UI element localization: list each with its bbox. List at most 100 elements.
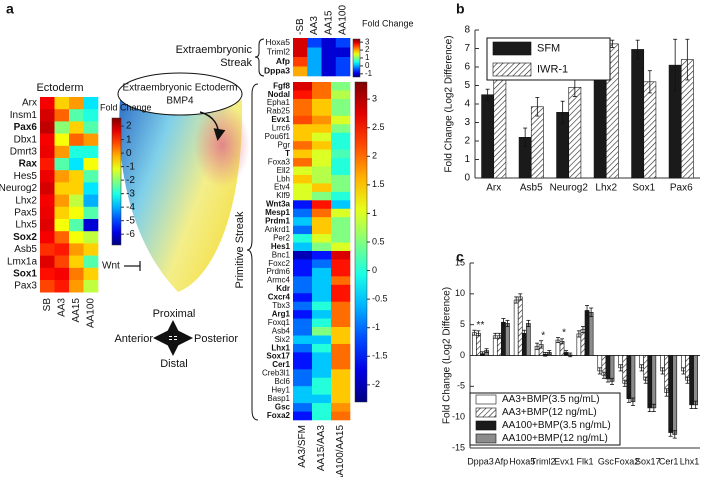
heatmap-cell: [312, 132, 332, 142]
colorbar-tick-label: -6: [126, 229, 135, 240]
row-label: Ell2: [277, 166, 291, 175]
row-label: Pgr: [278, 140, 291, 149]
heatmap-cell: [69, 158, 84, 171]
heatmap-cell: [69, 267, 84, 281]
bar: [643, 81, 657, 179]
x-tick-label: Lhx2: [595, 183, 617, 194]
x-tick-label: Cer1: [659, 456, 679, 466]
heatmap-cell: [312, 208, 332, 218]
brace: [246, 83, 259, 421]
row-label: Klf9: [276, 191, 290, 200]
heatmap-cell: [312, 158, 332, 167]
row-label: Creb3l1: [262, 369, 291, 378]
heatmap-cell: [312, 242, 332, 252]
heatmap-cell: [69, 255, 84, 269]
heatmap-cell: [331, 369, 351, 379]
legend-label: IWR-1: [537, 63, 568, 75]
row-label: Basp1: [267, 394, 290, 403]
heatmap-cell: [331, 217, 351, 226]
heatmap-cell: [312, 166, 332, 176]
heatmap-cell: [312, 394, 332, 404]
legend-swatch: [475, 394, 497, 405]
heatmap-cell: [293, 411, 313, 421]
annotation: **: [477, 320, 485, 331]
heatmap-cell: [293, 47, 308, 58]
signal-arrow: [199, 111, 226, 141]
heatmap-cell: [331, 403, 351, 412]
compass-label: Distal: [160, 358, 188, 370]
colorbar-tick-label: -3: [126, 188, 135, 199]
heatmap-cell: [331, 318, 351, 328]
heatmap-cell: [40, 97, 55, 110]
heatmap-cell: [331, 115, 351, 125]
chart-title: Primitive Streak: [234, 211, 246, 289]
heatmap-cell: [331, 200, 351, 210]
heatmap-cell: [69, 194, 84, 208]
row-label: Mesp1: [265, 208, 290, 217]
heatmap-cell: [293, 38, 308, 48]
heatmap-cell: [331, 327, 351, 336]
heatmap-cell: [335, 38, 351, 48]
heatmap-cell: [312, 343, 332, 353]
row-label: Lmx1a: [7, 256, 37, 267]
heatmap-cell: [331, 234, 351, 243]
row-label: Kdr: [276, 284, 290, 293]
heatmap-cell: [83, 170, 99, 183]
row-label: Triml2: [267, 47, 291, 57]
row-label: Per2: [273, 233, 290, 242]
y-axis-label: Fold Change (Log2 Difference): [444, 35, 455, 172]
heatmap-cell: [331, 124, 351, 133]
colorbar-tick-label: 2: [365, 45, 370, 54]
bar: [672, 355, 678, 435]
heatmap-cell: [331, 183, 351, 193]
heatmap-cell: [335, 47, 351, 58]
heatmap-cell: [293, 343, 313, 353]
heatmap-cell: [293, 149, 313, 159]
legend-swatch: [475, 433, 497, 444]
row-label: Lhx2: [15, 195, 37, 206]
heatmap-cell: [83, 97, 99, 110]
annotation: *: [541, 330, 545, 341]
heatmap-cell: [54, 280, 70, 293]
row-label: Six2: [274, 335, 290, 344]
brace: [254, 38, 265, 77]
row-label: Foxa2: [267, 411, 291, 420]
bar: [651, 355, 657, 409]
row-label: Sox1: [13, 269, 37, 280]
heatmap-cell: [331, 301, 351, 311]
y-tick-label: 3: [464, 117, 470, 128]
x-tick-label: Afp: [495, 456, 509, 466]
y-tick-label: 5: [464, 80, 470, 91]
heatmap-cell: [54, 182, 70, 195]
column-label: AA100: [338, 5, 349, 35]
bar: [584, 310, 590, 356]
legend-swatch: [492, 41, 532, 56]
heatmap-cell: [312, 352, 332, 362]
panel-label: a: [6, 1, 14, 17]
legend-label: AA3+BMP(12 ng/mL): [502, 407, 597, 418]
heatmap-cell: [331, 90, 351, 100]
source-label: Extraembryonic Ectoderm: [122, 83, 237, 94]
heatmap-cell: [83, 182, 99, 195]
heatmap-cell: [69, 97, 84, 110]
heatmap-cell: [321, 57, 337, 67]
heatmap-cell: [293, 82, 313, 91]
row-label: T: [285, 149, 290, 158]
heatmap-cell: [83, 109, 99, 122]
heatmap-cell: [293, 301, 313, 311]
heatmap-cell: [335, 57, 351, 67]
heatmap-cell: [312, 310, 332, 319]
compass-label: Anterior: [114, 333, 153, 345]
heatmap-cell: [331, 251, 351, 260]
heatmap-cell: [312, 259, 332, 269]
heatmap-cell: [293, 310, 313, 319]
heatmap-cell: [331, 242, 351, 252]
row-label: Bnc1: [272, 250, 291, 259]
heatmap-cell: [312, 411, 332, 421]
heatmap-cell: [40, 255, 55, 269]
heatmap-cell: [69, 280, 84, 293]
colorbar-tick-label: -2: [126, 175, 135, 186]
x-tick-label: Gsc: [598, 456, 615, 466]
heatmap-cell: [307, 38, 322, 48]
bar: [630, 355, 636, 403]
